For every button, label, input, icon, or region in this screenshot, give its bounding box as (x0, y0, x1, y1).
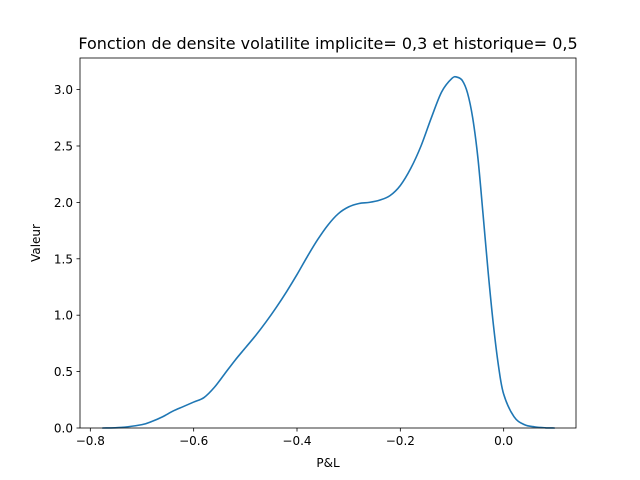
chart-title: Fonction de densite volatilite implicite… (78, 34, 577, 53)
x-tick-label: −0.4 (282, 434, 311, 448)
y-axis: 0.0 0.5 1.0 1.5 2.0 2.5 3.0 (54, 83, 80, 436)
y-tick-label: 3.0 (54, 83, 73, 97)
x-tick-label: −0.2 (386, 434, 415, 448)
plot-area (79, 57, 577, 429)
y-tick-label: 1.5 (54, 252, 73, 266)
y-tick-label: 1.0 (54, 309, 73, 323)
x-tick-label: −0.6 (179, 434, 208, 448)
x-axis: −0.8 −0.6 −0.4 −0.2 0.0 (76, 428, 513, 448)
y-tick-label: 0.0 (54, 422, 73, 436)
plot-frame (79, 57, 577, 429)
y-axis-label: Valeur (29, 224, 43, 262)
x-axis-label: P&L (316, 456, 340, 470)
y-tick-label: 0.5 (54, 365, 73, 379)
x-tick-label: 0.0 (494, 434, 513, 448)
y-tick-label: 2.5 (54, 139, 73, 153)
y-tick-label: 2.0 (54, 196, 73, 210)
density-curve (101, 75, 556, 429)
x-tick-label: −0.8 (76, 434, 105, 448)
